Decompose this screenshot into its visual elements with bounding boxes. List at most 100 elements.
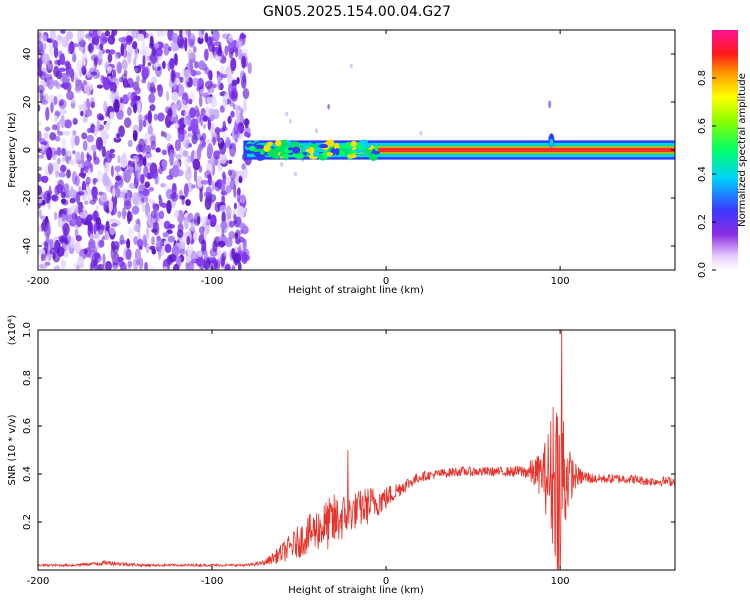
noise-blob	[230, 57, 237, 72]
noise-blob	[68, 188, 76, 198]
noise-blob	[155, 147, 161, 153]
noise-blob	[178, 129, 185, 142]
noise-blob	[149, 221, 154, 232]
carrier-blob	[312, 150, 320, 157]
noise-blob	[241, 48, 249, 56]
noise-blob	[236, 189, 241, 202]
noise-blob	[84, 200, 89, 205]
noise-blob	[96, 170, 104, 183]
noise-blob	[53, 150, 58, 156]
noise-blob	[93, 210, 98, 221]
noise-blob	[127, 211, 133, 222]
noise-blob	[136, 75, 140, 83]
noise-blob	[98, 239, 105, 248]
noise-blob	[184, 157, 190, 169]
noise-blob	[67, 43, 74, 53]
noise-blob	[103, 138, 107, 145]
noise-blob	[181, 78, 190, 83]
noise-blob	[219, 151, 228, 165]
carrier-spike	[549, 138, 554, 147]
x-tick-label: 0	[383, 576, 389, 587]
noise-blob	[314, 128, 318, 134]
noise-blob	[117, 210, 122, 218]
noise-blob	[102, 78, 111, 91]
noise-blob	[108, 49, 116, 55]
carrier-blob	[263, 144, 271, 152]
noise-blob	[294, 171, 298, 177]
noise-blob	[77, 256, 85, 268]
noise-blob	[157, 84, 164, 98]
noise-blob	[158, 210, 165, 220]
colorbar-tick-label: 0.2	[697, 214, 708, 230]
noise-blob	[202, 115, 209, 122]
noise-blob	[70, 205, 76, 211]
noise-blob	[100, 193, 109, 202]
noise-blob	[82, 56, 86, 67]
noise-blob	[155, 47, 163, 57]
noise-blob	[239, 194, 247, 209]
noise-blob	[203, 249, 208, 262]
noise-blob	[128, 160, 135, 168]
noise-blob	[42, 53, 50, 65]
noise-blob	[213, 150, 222, 160]
noise-blob	[120, 154, 128, 169]
noise-blob	[122, 191, 126, 200]
colorbar-tick-label: 0.4	[697, 166, 708, 182]
noise-blob	[150, 140, 157, 151]
noise-blob	[66, 169, 71, 179]
noise-blob	[87, 196, 92, 201]
noise-blob	[133, 262, 138, 270]
noise-blob	[132, 57, 137, 66]
noise-blob	[244, 131, 249, 137]
noise-blob	[105, 48, 111, 54]
noise-blob	[187, 249, 192, 256]
noise-blob	[184, 216, 189, 230]
noise-blob	[229, 169, 236, 181]
noise-blob	[45, 140, 50, 155]
noise-blob	[56, 131, 64, 136]
noise-blob	[115, 52, 122, 59]
noise-blob	[59, 99, 64, 106]
noise-blob	[160, 130, 165, 137]
noise-blob	[54, 170, 60, 176]
noise-blob	[54, 59, 59, 65]
noise-blob	[200, 215, 208, 226]
noise-blob	[141, 202, 146, 213]
noise-blob	[59, 108, 67, 115]
noise-blob	[72, 130, 77, 136]
noise-blob	[91, 186, 98, 199]
carrier-blob	[318, 143, 329, 149]
noise-blob	[56, 146, 62, 156]
noise-blob	[161, 30, 167, 37]
noise-blob	[165, 90, 170, 102]
noise-blob	[38, 209, 42, 218]
noise-blob	[62, 222, 70, 236]
x-tick-label: -100	[201, 276, 224, 287]
noise-blob	[96, 84, 103, 89]
x-tick-label: 100	[551, 576, 570, 587]
noise-blob	[156, 238, 163, 251]
y-tick-label: 0.2	[22, 514, 33, 530]
noise-blob	[168, 149, 177, 159]
noise-blob	[349, 63, 353, 69]
noise-blob	[227, 115, 232, 125]
noise-blob	[175, 154, 182, 160]
noise-blob	[225, 185, 232, 194]
noise-blob	[196, 175, 204, 188]
noise-blob	[67, 150, 72, 157]
noise-blob	[121, 59, 128, 70]
noise-blob	[226, 205, 232, 219]
noise-blob	[188, 58, 196, 64]
noise-blob	[64, 60, 71, 67]
noise-blob	[48, 42, 54, 56]
noise-blob	[78, 172, 87, 177]
noise-blob	[184, 38, 188, 52]
noise-blob	[132, 41, 138, 50]
noise-blob	[131, 30, 140, 39]
noise-blob	[179, 195, 186, 200]
noise-blob	[144, 151, 152, 159]
noise-blob	[146, 55, 151, 62]
carrier-blob	[350, 140, 358, 147]
noise-blob	[124, 77, 128, 89]
noise-blob	[209, 247, 218, 257]
